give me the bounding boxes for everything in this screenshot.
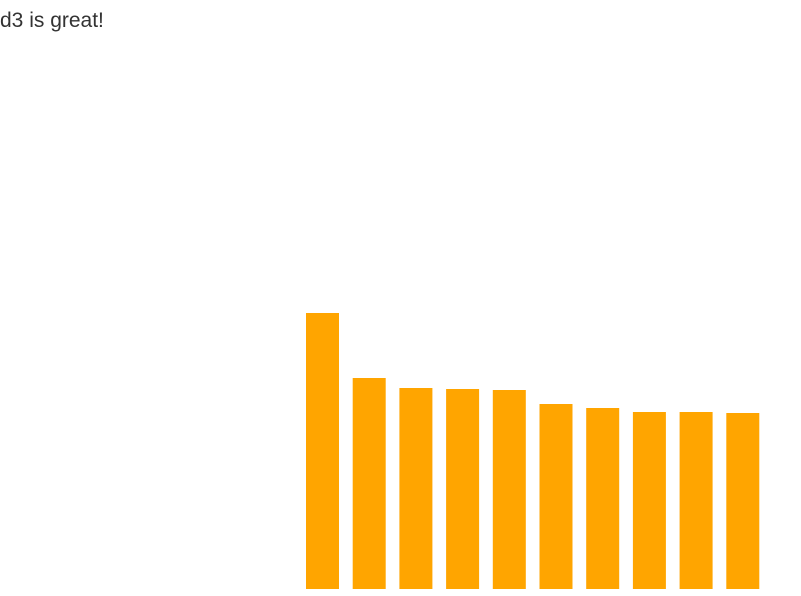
bar (632, 412, 666, 589)
bar (446, 389, 480, 589)
bar (399, 388, 433, 589)
chart-title: d3 is great! (0, 9, 104, 32)
bar (352, 378, 386, 589)
bar (586, 408, 620, 589)
bar (539, 404, 573, 589)
bar (726, 413, 760, 589)
bar (306, 313, 339, 589)
bar (679, 412, 713, 589)
bar (492, 390, 526, 589)
